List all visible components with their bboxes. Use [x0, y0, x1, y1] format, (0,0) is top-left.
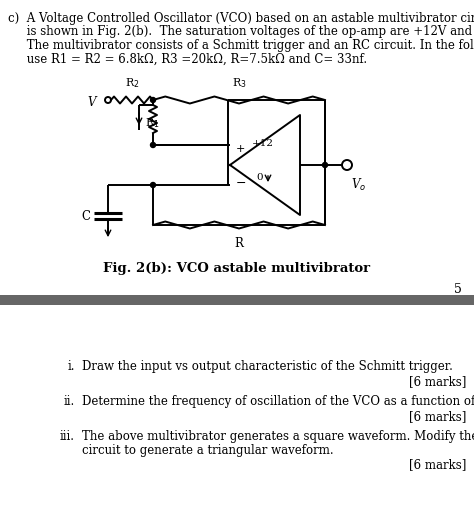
Text: i.: i.	[67, 360, 75, 373]
Circle shape	[322, 162, 328, 168]
Text: R$_2$: R$_2$	[125, 76, 139, 90]
Text: R$_3$: R$_3$	[232, 76, 246, 90]
Text: −: −	[236, 177, 246, 189]
Circle shape	[151, 182, 155, 187]
Text: The multivibrator consists of a Schmitt trigger and an RC circuit. In the follow: The multivibrator consists of a Schmitt …	[8, 39, 474, 52]
Text: +: +	[236, 144, 246, 154]
Text: Fig. 2(b): VCO astable multivibrator: Fig. 2(b): VCO astable multivibrator	[103, 262, 371, 275]
Bar	[0, 295, 474, 305]
Text: Determine the frequency of oscillation of the VCO as a function of V.: Determine the frequency of oscillation o…	[82, 395, 474, 408]
Text: R: R	[235, 237, 244, 250]
Text: 5: 5	[454, 283, 462, 296]
Text: Draw the input vs output characteristic of the Schmitt trigger.: Draw the input vs output characteristic …	[82, 360, 453, 373]
Text: c)  A Voltage Controlled Oscillator (VCO) based on an astable multivibrator circ: c) A Voltage Controlled Oscillator (VCO)…	[8, 12, 474, 25]
Text: [6 marks]: [6 marks]	[409, 410, 466, 423]
Text: The above multivibrator generates a square waveform. Modify the: The above multivibrator generates a squa…	[82, 430, 474, 443]
Circle shape	[151, 97, 155, 103]
Text: ii.: ii.	[64, 395, 75, 408]
Text: [6 marks]: [6 marks]	[409, 375, 466, 388]
Text: +12: +12	[252, 138, 274, 147]
Text: circuit to generate a triangular waveform.: circuit to generate a triangular wavefor…	[82, 444, 334, 457]
Text: V: V	[88, 96, 96, 110]
Text: [6 marks]: [6 marks]	[409, 458, 466, 471]
Text: iii.: iii.	[60, 430, 75, 443]
Text: 0: 0	[257, 173, 264, 182]
Text: is shown in Fig. 2(b).  The saturation voltages of the op-amp are +12V and 0V.: is shown in Fig. 2(b). The saturation vo…	[8, 26, 474, 38]
Text: R$_1$: R$_1$	[145, 116, 160, 130]
Circle shape	[151, 143, 155, 147]
Text: use R1 = R2 = 6.8kΩ, R3 =20kΩ, R=7.5kΩ and C= 33nf.: use R1 = R2 = 6.8kΩ, R3 =20kΩ, R=7.5kΩ a…	[8, 53, 367, 65]
Text: C: C	[81, 210, 90, 222]
Text: V$_o$: V$_o$	[351, 177, 366, 193]
